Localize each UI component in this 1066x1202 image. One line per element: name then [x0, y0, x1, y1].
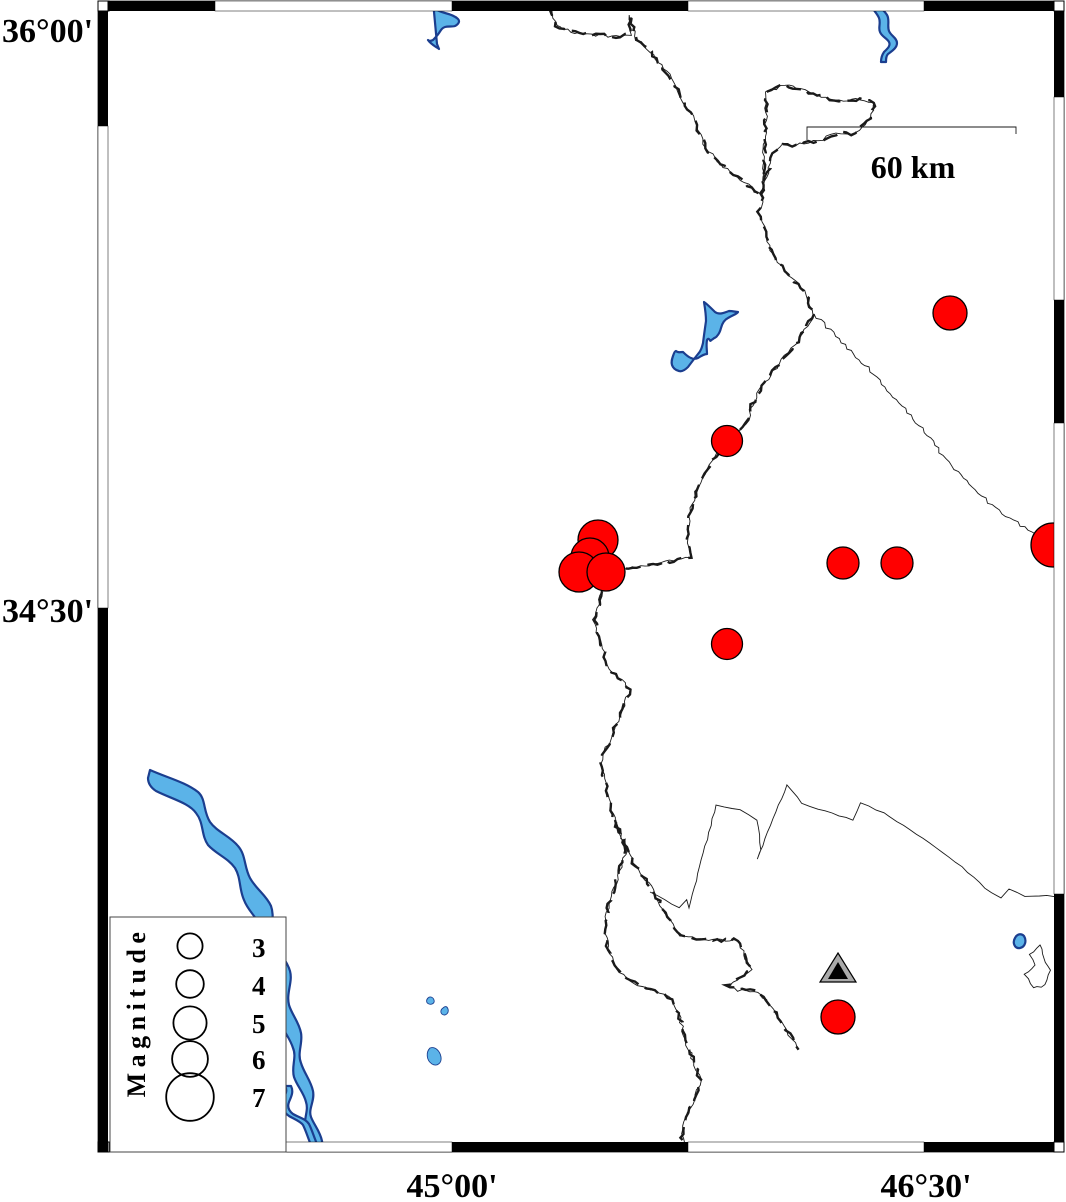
svg-text:Magnitude: Magnitude	[122, 927, 151, 1098]
svg-text:46°30': 46°30'	[880, 1168, 971, 1202]
svg-text:36°00': 36°00'	[2, 13, 93, 50]
svg-text:34°30': 34°30'	[2, 593, 93, 630]
svg-text:3: 3	[252, 933, 266, 963]
svg-text:4: 4	[252, 971, 266, 1001]
svg-text:6: 6	[252, 1045, 266, 1075]
svg-text:5: 5	[252, 1009, 266, 1039]
svg-text:45°00': 45°00'	[406, 1168, 497, 1202]
svg-text:60 km: 60 km	[871, 149, 956, 185]
svg-text:7: 7	[252, 1083, 266, 1113]
